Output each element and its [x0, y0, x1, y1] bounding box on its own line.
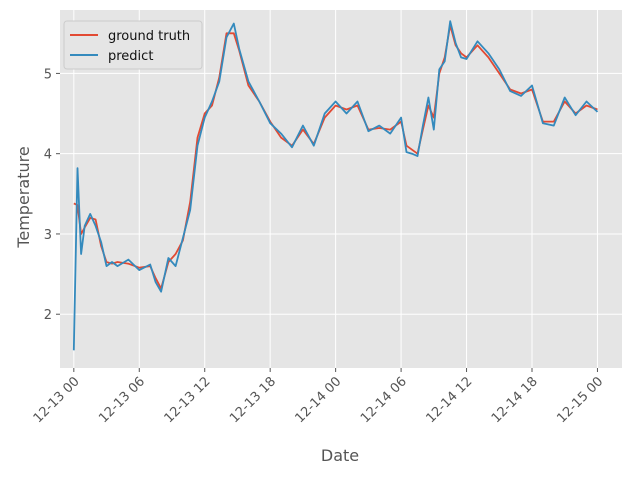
y-tick-label: 5 [44, 67, 52, 82]
series-lines [72, 20, 599, 351]
x-tick-label: 12-13 06 [96, 374, 148, 426]
grid-lines [60, 10, 622, 368]
legend-label-ground-truth: ground truth [108, 29, 190, 44]
x-axis-ticks: 12-13 00 12-13 06 12-13 12 12-13 18 12-14 00… [31, 368, 606, 426]
x-tick-label: 12-13 18 [227, 374, 279, 426]
x-tick-label: 12-14 18 [489, 374, 541, 426]
y-tick-label: 4 [44, 148, 52, 163]
legend-label-predict: predict [108, 49, 153, 64]
y-axis-label: Temperature [14, 146, 33, 248]
series-line-predict [72, 20, 599, 351]
y-tick-label: 3 [44, 228, 52, 243]
x-tick-label: 12-14 00 [293, 374, 345, 426]
x-tick-label: 12-13 00 [31, 374, 83, 426]
y-axis-ticks: 2 3 4 5 [44, 67, 60, 323]
plot-area [60, 10, 622, 368]
x-tick-label: 12-14 06 [358, 374, 410, 426]
y-tick-label: 2 [44, 308, 52, 323]
legend: ground truth predict [63, 20, 203, 70]
x-axis-label: Date [321, 446, 359, 465]
x-tick-label: 12-14 12 [423, 374, 475, 426]
legend-box [63, 20, 203, 70]
x-tick-label: 12-13 12 [162, 374, 214, 426]
x-tick-label: 12-15 00 [554, 374, 606, 426]
